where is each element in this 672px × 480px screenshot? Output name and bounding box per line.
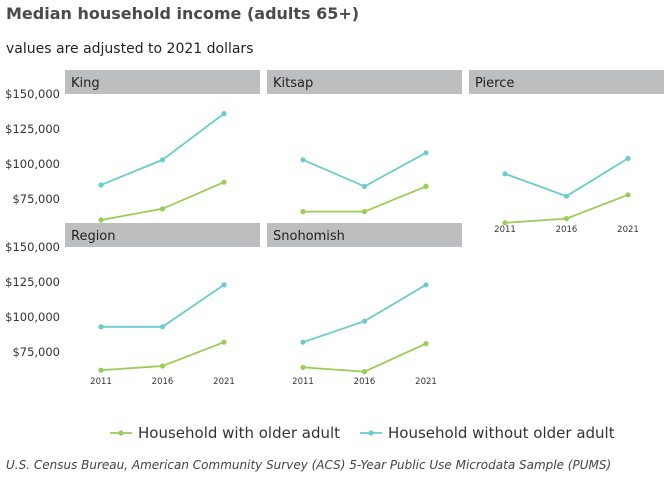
panel-strip [469, 70, 664, 94]
data-point [563, 216, 570, 222]
legend-label: Household without older adult [388, 424, 615, 442]
data-point [423, 150, 429, 156]
series-line [504, 157, 629, 198]
series-line [100, 112, 225, 186]
data-point [300, 209, 306, 215]
chart-subtitle: values are adjusted to 2021 dollars [6, 41, 253, 57]
data-point [159, 206, 166, 212]
data-point [502, 171, 508, 177]
data-point [361, 318, 368, 324]
panel-kitsap: Kitsap [267, 70, 462, 215]
data-point [159, 324, 166, 330]
data-point [159, 157, 166, 163]
chart-title: Median household income (adults 65+) [6, 4, 359, 23]
data-point [221, 282, 227, 288]
y-tick-label: $125,000 [5, 275, 60, 289]
data-point [98, 182, 104, 188]
panel-strip [65, 70, 260, 94]
series-line [100, 181, 225, 221]
panel-region: Region $75,000 $100,000 $125,000 $150,000 201… [5, 223, 260, 387]
legend: Household with older adult Household with… [110, 424, 615, 442]
panel-strip-label: Region [71, 229, 116, 244]
legend-swatch-point [368, 430, 374, 436]
data-point [361, 209, 368, 215]
x-tick-label: 2021 [617, 225, 639, 235]
y-tick-label: $150,000 [5, 240, 60, 254]
data-point [159, 363, 166, 369]
panel-strip-label: Pierce [475, 76, 514, 91]
series-line [302, 152, 427, 188]
data-point [300, 157, 306, 163]
y-tick-label: $100,000 [5, 157, 60, 171]
data-point [98, 324, 104, 330]
x-tick-label: 2021 [415, 377, 437, 387]
x-tick-label: 2011 [292, 377, 314, 387]
panel-snohomish: Snohomish 2011 2016 2021 [267, 223, 462, 387]
y-tick-label: $100,000 [5, 310, 60, 324]
x-tick-label: 2016 [354, 377, 376, 387]
series-line [101, 284, 225, 328]
legend-swatch-point [118, 430, 124, 436]
data-point [300, 339, 306, 345]
data-point [563, 193, 570, 199]
series-line [302, 342, 427, 373]
data-point [300, 364, 306, 370]
panel-strip [65, 223, 260, 247]
chart-caption: U.S. Census Bureau, American Community S… [6, 458, 611, 472]
x-tick-label: 2011 [494, 225, 516, 235]
data-point [98, 367, 104, 373]
panel-strip [267, 70, 462, 94]
x-tick-label: 2021 [213, 377, 235, 387]
y-tick-label: $125,000 [5, 122, 60, 136]
series-line [303, 185, 427, 213]
panels: King $75,000 $100,000 $125,000 $150,000 Kitsa… [5, 70, 664, 387]
data-point [502, 220, 508, 226]
data-point [625, 192, 631, 198]
x-tick-label: 2011 [90, 377, 112, 387]
data-point [361, 183, 368, 189]
y-tick-label: $150,000 [5, 87, 60, 101]
data-point [221, 339, 227, 345]
data-point [423, 282, 429, 288]
data-point [423, 341, 429, 347]
panel-strip-label: Kitsap [273, 76, 313, 91]
y-tick-label: $75,000 [12, 192, 60, 206]
series-line [302, 284, 427, 344]
data-point [221, 179, 227, 185]
panel-strip [267, 223, 462, 247]
data-point [361, 369, 368, 375]
data-point [221, 111, 227, 117]
panel-strip-label: Snohomish [273, 229, 345, 244]
panel-strip-label: King [71, 76, 100, 91]
panel-king: King $75,000 $100,000 $125,000 $150,000 [5, 70, 260, 223]
panel-pierce: Pierce 2011 2016 2021 [469, 70, 664, 235]
data-point [98, 217, 104, 223]
x-tick-label: 2016 [152, 377, 174, 387]
x-tick-label: 2016 [556, 225, 578, 235]
data-point [423, 183, 429, 189]
legend-label: Household with older adult [138, 424, 340, 442]
data-point [625, 155, 631, 161]
y-tick-label: $75,000 [12, 345, 60, 359]
